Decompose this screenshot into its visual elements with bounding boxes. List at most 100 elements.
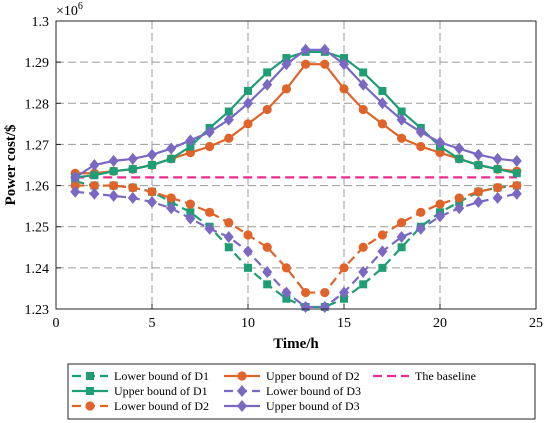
data-point xyxy=(320,287,330,298)
data-point xyxy=(455,154,464,163)
data-point xyxy=(263,68,272,77)
data-point xyxy=(224,218,234,228)
y-tick-label: 1.24 xyxy=(25,262,50,277)
data-point xyxy=(319,43,330,56)
data-point xyxy=(359,280,368,289)
data-point xyxy=(396,231,407,243)
data-point xyxy=(109,180,119,191)
data-point xyxy=(167,154,176,163)
legend-item: Upper bound of D1 xyxy=(72,384,208,398)
data-point xyxy=(359,68,368,77)
legend-label: Lower bound of D3 xyxy=(266,384,361,398)
legend-marker xyxy=(85,401,95,411)
data-point xyxy=(186,208,195,217)
data-point xyxy=(89,159,100,171)
data-point xyxy=(204,126,215,139)
data-point xyxy=(415,126,426,139)
data-point xyxy=(454,193,464,203)
x-tick-label: 25 xyxy=(529,316,543,331)
data-point xyxy=(377,245,388,258)
data-point xyxy=(339,84,349,94)
data-point xyxy=(243,245,253,258)
data-point xyxy=(243,230,253,240)
legend-label: Upper bound of D2 xyxy=(266,369,360,383)
data-point xyxy=(492,152,503,165)
data-point xyxy=(378,263,387,272)
data-point xyxy=(378,86,387,95)
data-point xyxy=(474,161,483,169)
data-point xyxy=(511,154,522,167)
data-point xyxy=(70,180,80,191)
data-point xyxy=(358,242,368,252)
data-point xyxy=(185,212,196,225)
data-point xyxy=(128,183,138,193)
data-point xyxy=(205,207,215,217)
data-point xyxy=(377,119,387,129)
data-point xyxy=(301,287,311,298)
data-point xyxy=(262,242,272,252)
data-point xyxy=(263,280,272,289)
data-point xyxy=(339,263,349,273)
data-point xyxy=(128,165,137,174)
data-point xyxy=(301,59,311,69)
data-point xyxy=(339,58,349,71)
legend-item: Lower bound of D2 xyxy=(72,399,209,413)
x-axis-ticks: 0 5 10 15 20 25 xyxy=(53,304,543,331)
data-point xyxy=(493,165,502,174)
y-axis-ticks: 1.23 1.24 1.25 1.26 1.27 1.28 1.29 1.3 xyxy=(25,15,61,318)
data-point xyxy=(397,133,407,143)
data-point xyxy=(320,59,330,69)
plot-frame xyxy=(55,20,537,310)
data-point xyxy=(416,141,426,152)
data-point xyxy=(89,180,99,191)
data-point xyxy=(185,199,195,209)
data-point xyxy=(397,218,407,228)
legend-item: Upper bound of D2 xyxy=(224,369,360,383)
data-point xyxy=(89,187,100,200)
data-point xyxy=(492,191,503,204)
data-point xyxy=(166,193,176,203)
series-2 xyxy=(70,180,522,298)
data-point xyxy=(300,43,311,56)
y-tick-label: 1.27 xyxy=(25,138,50,153)
data-point xyxy=(108,154,119,167)
data-point xyxy=(109,167,118,176)
series-5 xyxy=(70,43,522,184)
data-point xyxy=(127,191,138,204)
x-tick-label: 0 xyxy=(53,316,60,331)
data-point xyxy=(90,171,99,180)
data-point xyxy=(340,54,348,63)
x-tick-label: 15 xyxy=(337,316,351,331)
data-point xyxy=(377,97,388,110)
legend-item: The baseline xyxy=(373,369,476,383)
data-point xyxy=(166,202,177,215)
data-point xyxy=(166,142,177,155)
x-axis-title: Time/h xyxy=(273,336,319,352)
data-point xyxy=(435,210,445,223)
data-point xyxy=(473,196,484,209)
x-tick-label: 5 xyxy=(149,316,156,331)
data-point xyxy=(108,189,119,202)
y-tick-label: 1.29 xyxy=(25,56,50,71)
data-point xyxy=(281,263,291,273)
data-point xyxy=(377,230,387,240)
legend-label: Lower bound of D1 xyxy=(114,369,209,383)
x-tick-label: 20 xyxy=(433,316,447,331)
data-point xyxy=(205,141,215,152)
legend-label: The baseline xyxy=(415,369,476,383)
data-point xyxy=(281,58,292,71)
data-point xyxy=(397,243,406,252)
data-point xyxy=(397,107,406,116)
data-point xyxy=(300,300,311,313)
data-point xyxy=(435,136,445,149)
data-point xyxy=(70,171,81,184)
legend-marker xyxy=(237,385,247,397)
data-point xyxy=(454,202,465,215)
data-point xyxy=(262,265,273,278)
data-point xyxy=(243,97,253,110)
data-point xyxy=(512,169,521,178)
series-group xyxy=(70,43,522,313)
data-point xyxy=(70,185,81,198)
legend-marker xyxy=(237,400,247,412)
